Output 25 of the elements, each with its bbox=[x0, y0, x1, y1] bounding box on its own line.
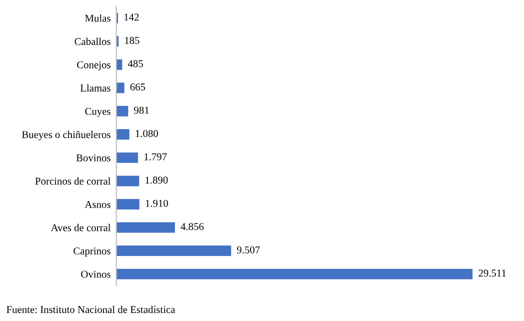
data-label: 142 bbox=[124, 14, 139, 21]
data-label: 981 bbox=[134, 106, 149, 114]
data-label: 1.910 bbox=[146, 200, 168, 207]
data-label: 1.080 bbox=[136, 130, 158, 138]
data-label: 1.890 bbox=[146, 176, 168, 184]
data-label: 665 bbox=[130, 83, 146, 90]
data-label: 9.507 bbox=[237, 246, 260, 254]
data-label: 29.511 bbox=[478, 270, 506, 277]
y-tick-label: Cuyes bbox=[85, 108, 110, 117]
data-label: 185 bbox=[125, 36, 140, 44]
y-tick-label: Aves de corral bbox=[50, 224, 111, 232]
y-tick-label: Conejos bbox=[77, 61, 110, 70]
y-tick-label: Asnos bbox=[84, 200, 110, 208]
y-tick-label: Porcinos de corral bbox=[35, 177, 111, 185]
data-label: 4.856 bbox=[180, 223, 204, 230]
source-note: Fuente: Instituto Nacional de Estadística bbox=[6, 306, 176, 314]
y-tick-label: Bueyes o chiñueleros bbox=[22, 130, 110, 140]
y-tick-label: Mulas bbox=[85, 14, 110, 22]
data-label: 1.797 bbox=[144, 153, 167, 160]
y-tick-label: Bovinos bbox=[76, 154, 110, 162]
y-tick-label: Ovinos bbox=[81, 270, 110, 278]
y-tick-label: Caballos bbox=[74, 38, 110, 46]
y-tick-label: Llamas bbox=[80, 84, 110, 92]
data-label: 485 bbox=[128, 60, 143, 68]
y-tick-label: Caprinos bbox=[74, 248, 110, 257]
